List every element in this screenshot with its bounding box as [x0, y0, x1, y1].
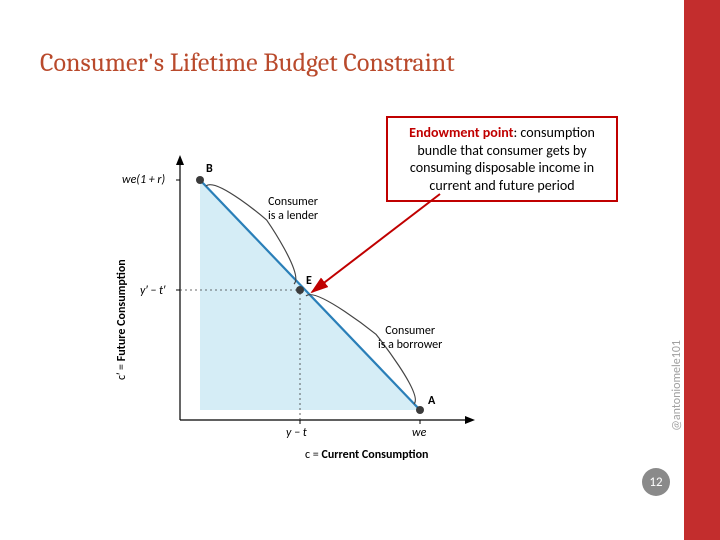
point-B-label: B: [206, 162, 213, 176]
slide-number-badge: 12: [642, 468, 670, 496]
point-E-label: E: [306, 274, 312, 288]
label-we: we: [412, 426, 426, 440]
label-borrower: Consumeris a borrower: [378, 324, 442, 352]
y-axis-var: c′ =: [115, 361, 129, 380]
label-we1r: we(1 + r): [122, 173, 165, 187]
label-yprime-tprime: y′ − t′: [140, 283, 165, 298]
x-axis-bold: Current Consumption: [321, 448, 428, 462]
author-handle: @antoniomele101: [670, 340, 684, 431]
slide-number: 12: [649, 475, 662, 490]
accent-bar: [684, 0, 720, 540]
point-A-label: A: [428, 394, 435, 408]
slide-title: Consumer's Lifetime Budget Constraint: [40, 48, 455, 78]
x-axis-label: c = Current Consumption: [305, 448, 428, 462]
x-axis-var: c =: [305, 448, 321, 462]
y-axis-label: c′ = Future Consumption: [114, 259, 129, 380]
label-y-t: y − t: [286, 426, 307, 440]
budget-constraint-diagram: c′ = Future Consumption c = Current Cons…: [110, 150, 490, 480]
callout-term: Endowment point: [409, 124, 513, 141]
y-axis-bold: Future Consumption: [115, 259, 129, 361]
label-lender: Consumeris a lender: [268, 195, 318, 223]
